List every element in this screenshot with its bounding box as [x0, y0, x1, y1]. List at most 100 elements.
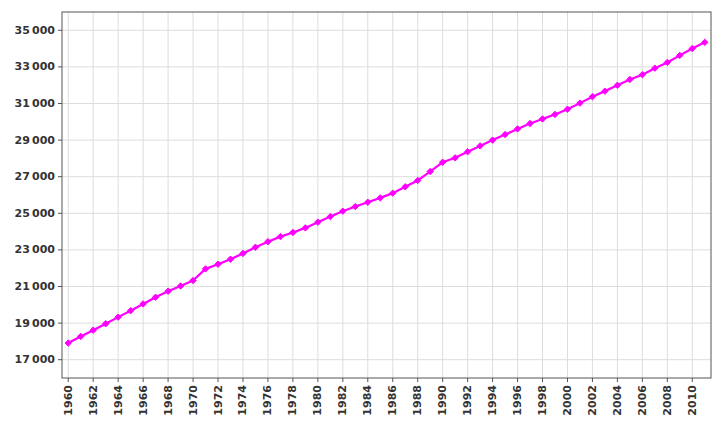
data-point — [78, 333, 84, 339]
tick-mark — [68, 378, 69, 382]
grid-line — [617, 12, 618, 378]
tick-mark — [342, 378, 343, 382]
grid-line — [592, 12, 593, 378]
tick-mark — [592, 378, 593, 382]
data-point — [464, 149, 470, 155]
grid-line — [242, 12, 243, 378]
x-tick-label: 2000 — [561, 385, 574, 416]
data-point — [215, 261, 221, 267]
tick-mark — [168, 378, 169, 382]
grid-line — [692, 12, 693, 378]
data-point — [202, 266, 208, 272]
tick-mark — [58, 66, 62, 67]
grid-line — [62, 249, 711, 250]
data-point — [602, 88, 608, 94]
data-point — [589, 93, 595, 99]
data-point — [627, 76, 633, 82]
data-point — [477, 143, 483, 149]
data-point — [140, 301, 146, 307]
data-point — [639, 71, 645, 77]
tick-mark — [442, 378, 443, 382]
y-tick-label: 23 000 — [15, 243, 56, 256]
grid-line — [62, 323, 711, 324]
grid-line — [62, 103, 711, 104]
data-point — [327, 213, 333, 219]
grid-line — [168, 12, 169, 378]
data-point — [315, 219, 321, 225]
data-point — [390, 190, 396, 196]
data-point — [65, 340, 71, 346]
grid-line — [93, 12, 94, 378]
data-point — [664, 59, 670, 65]
tick-mark — [267, 378, 268, 382]
data-point — [689, 45, 695, 51]
grid-line — [342, 12, 343, 378]
grid-line — [68, 12, 69, 378]
tick-mark — [392, 378, 393, 382]
x-tick-label: 1990 — [436, 385, 449, 416]
tick-mark — [492, 378, 493, 382]
series — [65, 39, 708, 346]
tick-mark — [617, 378, 618, 382]
grid-line — [62, 30, 711, 31]
x-tick-label: 1974 — [236, 385, 249, 416]
grid-line — [143, 12, 144, 378]
x-tick-label: 1970 — [187, 385, 200, 416]
grid-line — [492, 12, 493, 378]
y-tick-label: 17 000 — [15, 353, 56, 366]
tick-mark — [58, 30, 62, 31]
tick-mark — [667, 378, 668, 382]
tick-mark — [542, 378, 543, 382]
grid-line — [62, 359, 711, 360]
grid-line — [467, 12, 468, 378]
tick-mark — [58, 103, 62, 104]
tick-mark — [317, 378, 318, 382]
grid-line — [62, 213, 711, 214]
x-tick-label: 2004 — [611, 385, 624, 416]
grid-line — [317, 12, 318, 378]
x-tick-label: 1964 — [112, 385, 125, 416]
data-point — [702, 39, 708, 45]
tick-mark — [242, 378, 243, 382]
data-point — [177, 283, 183, 289]
tick-mark — [467, 378, 468, 382]
x-tick-label: 1992 — [461, 385, 474, 416]
plot-background — [62, 12, 711, 378]
data-point — [227, 256, 233, 262]
tick-mark — [417, 378, 418, 382]
y-tick-label: 27 000 — [15, 170, 56, 183]
data-point — [502, 131, 508, 137]
data-line — [68, 42, 705, 343]
chart: 17 00019 00021 00023 00025 00027 00029 0… — [0, 0, 725, 426]
x-tick-label: 1998 — [536, 385, 549, 416]
data-point — [402, 184, 408, 190]
data-point — [90, 327, 96, 333]
x-tick-label: 1984 — [361, 385, 374, 416]
data-point — [415, 177, 421, 183]
grid-line — [642, 12, 643, 378]
x-tick-label: 1962 — [87, 385, 100, 416]
grid-line — [367, 12, 368, 378]
x-tick-label: 1996 — [511, 385, 524, 416]
data-point — [452, 155, 458, 161]
data-point — [652, 65, 658, 71]
axes: 17 00019 00021 00023 00025 00027 00029 0… — [15, 12, 711, 416]
grid-line — [292, 12, 293, 378]
data-point — [252, 244, 258, 250]
tick-mark — [58, 140, 62, 141]
data-point — [190, 277, 196, 283]
data-point — [564, 106, 570, 112]
x-tick-label: 1966 — [137, 385, 150, 416]
tick-mark — [58, 286, 62, 287]
y-tick-label: 35 000 — [15, 24, 56, 37]
y-tick-label: 33 000 — [15, 60, 56, 73]
data-point — [352, 203, 358, 209]
data-point — [552, 111, 558, 117]
tick-mark — [58, 249, 62, 250]
data-point — [340, 208, 346, 214]
grid-line — [62, 286, 711, 287]
tick-mark — [218, 378, 219, 382]
x-tick-label: 1994 — [486, 385, 499, 416]
data-point — [152, 294, 158, 300]
x-tick-label: 1968 — [162, 385, 175, 416]
